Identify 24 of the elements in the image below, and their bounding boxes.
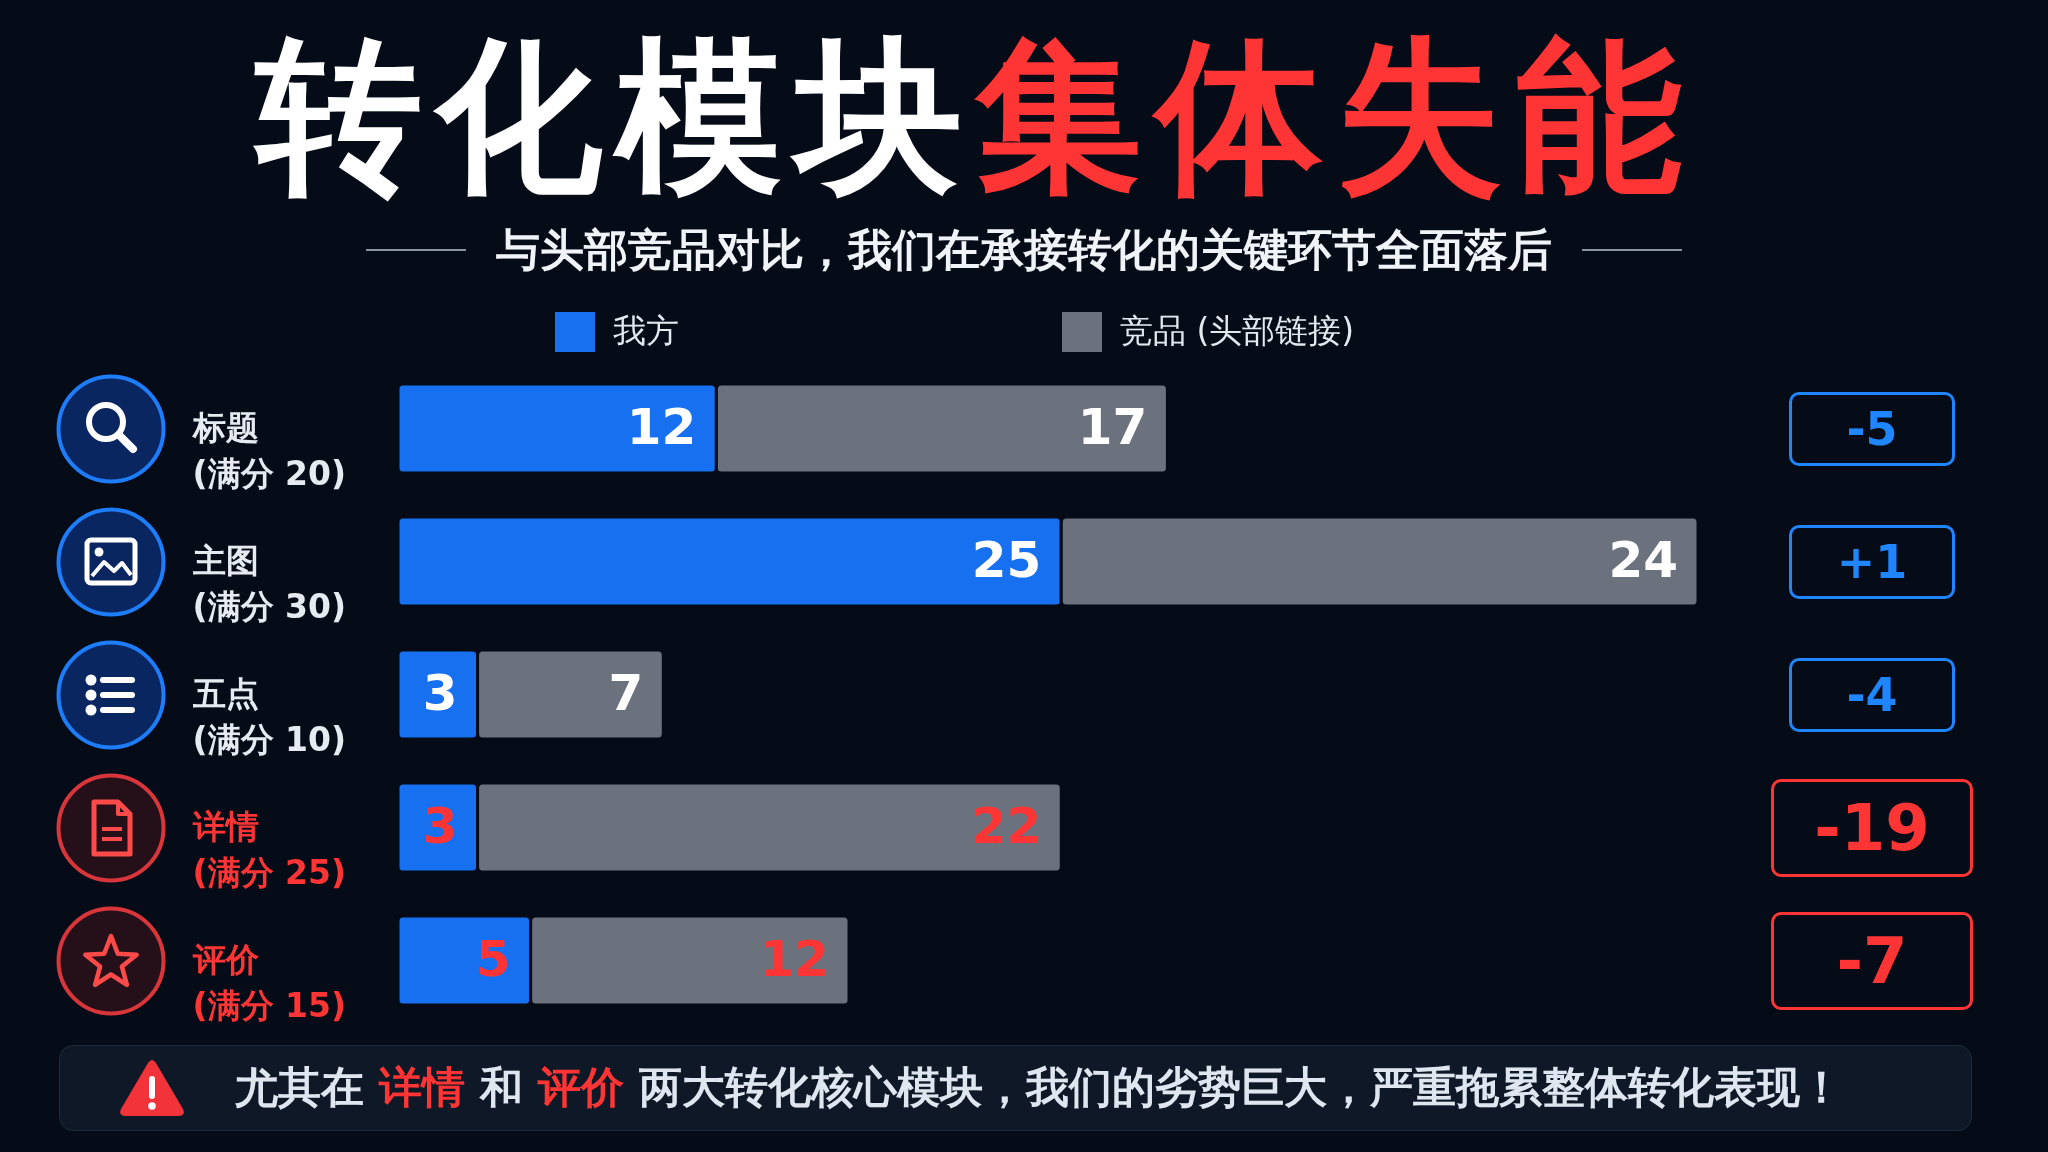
legend-label: 竞品 (头部链接) bbox=[1120, 311, 1355, 350]
data-label: 25 bbox=[971, 530, 1042, 589]
y-tick-label: 主图 (满分 30) bbox=[191, 540, 347, 626]
legend-label: 我方 bbox=[613, 311, 679, 350]
data-label: 7 bbox=[608, 663, 644, 722]
difference-box: -5 bbox=[1789, 391, 1955, 466]
difference-box: -7 bbox=[1771, 911, 1973, 1010]
chart-subtitle: 与头部竞品对比，我们在承接转化的关键环节全面落后 bbox=[496, 222, 1552, 277]
data-label: 12 bbox=[759, 929, 830, 988]
data-label: 12 bbox=[626, 397, 697, 456]
data-label: 5 bbox=[475, 929, 511, 988]
y-tick-label: 详情 (满分 25) bbox=[191, 806, 347, 892]
difference-box: -19 bbox=[1771, 778, 1973, 877]
data-label: 17 bbox=[1077, 397, 1148, 456]
data-label: 3 bbox=[422, 663, 458, 722]
data-label: 22 bbox=[971, 796, 1042, 855]
y-tick-label: 标题 (满分 20) bbox=[190, 407, 347, 493]
y-tick-label: 评价 (满分 15) bbox=[191, 939, 347, 1025]
y-tick-label: 五点 (满分 10) bbox=[191, 673, 347, 759]
difference-box: +1 bbox=[1789, 524, 1955, 599]
data-label: 3 bbox=[422, 796, 458, 855]
text: 尤其在 详情 和 评价 两大转化核心模块，我们的劣势巨大，严重拖累整体转化表现！ bbox=[235, 1061, 1843, 1114]
difference-box: -4 bbox=[1789, 657, 1955, 732]
data-label: 24 bbox=[1608, 530, 1678, 589]
